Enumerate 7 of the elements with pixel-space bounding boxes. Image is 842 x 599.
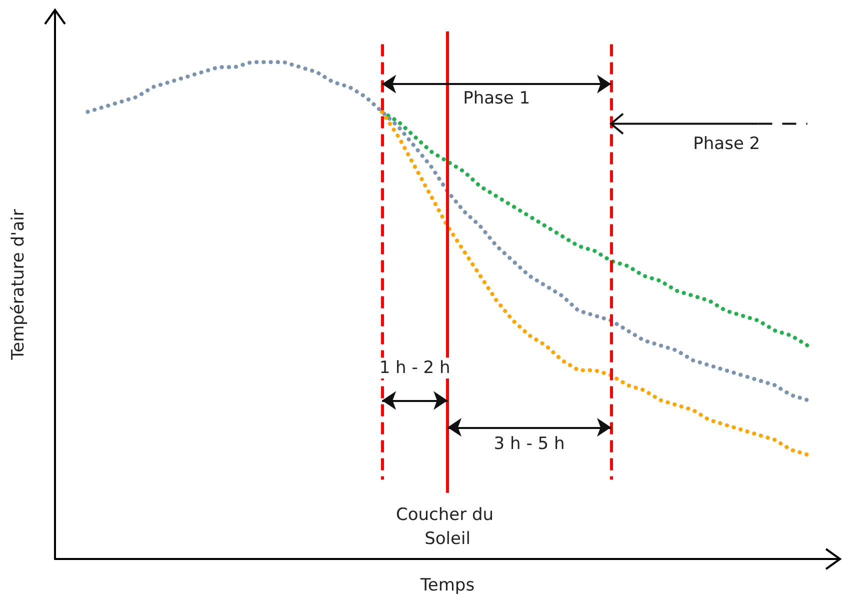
- annotation: Coucher du Soleil: [396, 504, 499, 549]
- y-axis-title: Température d'air: [8, 209, 28, 361]
- annotation: 1 h - 2 h: [379, 358, 450, 378]
- annotation: 3 h - 5 h: [494, 434, 565, 454]
- x-axis-title: Temps: [419, 576, 475, 596]
- annotation: Phase 2: [693, 134, 760, 154]
- annotation: Phase 1: [463, 88, 530, 109]
